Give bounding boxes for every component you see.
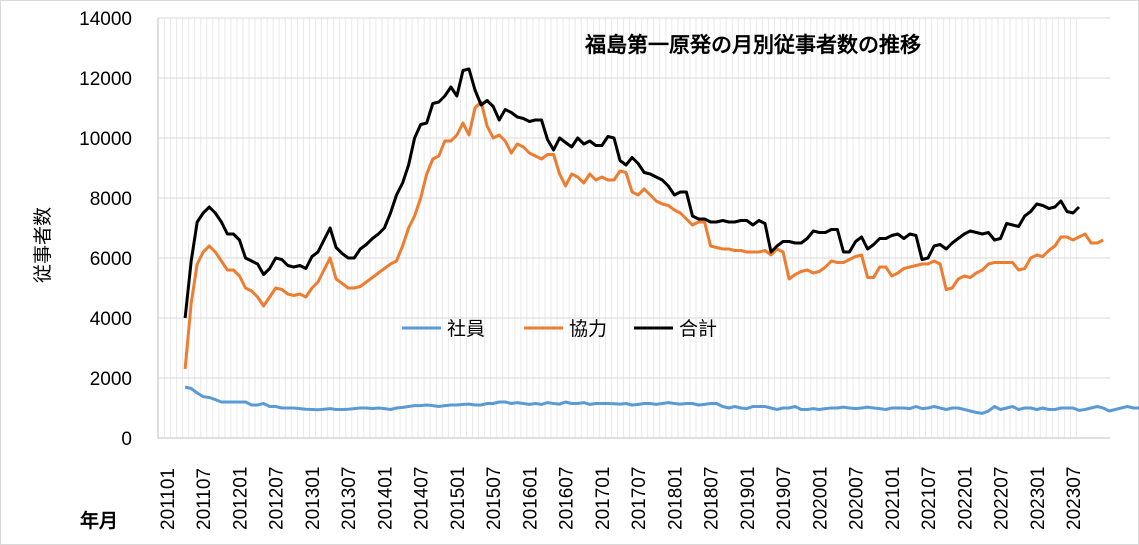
x-tick-label: 201301 xyxy=(303,467,324,530)
x-tick-label: 201607 xyxy=(557,467,578,530)
legend-label: 社員 xyxy=(447,318,485,340)
x-tick-label: 202001 xyxy=(810,467,831,530)
x-tick-label: 202307 xyxy=(1064,467,1085,530)
y-tick-label: 6000 xyxy=(90,249,132,270)
x-tick-label: 201801 xyxy=(665,467,686,530)
series-line-0 xyxy=(184,385,1139,415)
x-tick-label: 201101 xyxy=(158,468,179,530)
y-tick-label: 12000 xyxy=(79,69,132,90)
y-tick-label: 14000 xyxy=(79,9,132,30)
x-tick-label: 201701 xyxy=(593,467,614,530)
x-tick-label: 201401 xyxy=(375,467,396,530)
series-lines xyxy=(183,67,1139,415)
x-tick-label: 201207 xyxy=(267,467,288,530)
y-tick-label: 10000 xyxy=(79,129,132,150)
x-tick-labels: 201101 201107 201201 201207 201301 201307 2014… xyxy=(158,467,1085,530)
series-line-1 xyxy=(183,100,1104,370)
x-tick-label: 201907 xyxy=(774,467,795,530)
y-tick-label: 4000 xyxy=(90,309,132,330)
x-tick-label: 202207 xyxy=(992,467,1013,530)
x-tick-label: 202301 xyxy=(1028,467,1049,530)
y-axis-label: 従事者数 xyxy=(32,207,54,283)
x-tick-label: 201601 xyxy=(520,467,541,530)
legend-label: 協力 xyxy=(569,318,607,340)
y-tick-label: 8000 xyxy=(90,189,132,210)
gridlines xyxy=(157,17,1110,439)
x-tick-label: 201107 xyxy=(194,468,215,530)
x-tick-label: 201707 xyxy=(629,467,650,530)
x-tick-label: 201507 xyxy=(484,467,505,530)
x-tick-label: 202201 xyxy=(955,467,976,530)
x-tick-label: 201901 xyxy=(738,467,759,530)
x-tick-label: 202101 xyxy=(883,467,904,530)
x-tick-label: 201201 xyxy=(230,467,251,530)
y-tick-label: 0 xyxy=(121,429,132,450)
x-tick-label: 201807 xyxy=(702,467,723,530)
y-tick-label: 2000 xyxy=(90,369,132,390)
x-tick-label: 201307 xyxy=(339,467,360,530)
legend: 社員 協力 合計 xyxy=(402,318,717,340)
series-line-2 xyxy=(183,67,1081,319)
x-tick-label: 201501 xyxy=(448,467,469,530)
chart-title: 福島第一原発の月別従事者数の推移 xyxy=(584,33,921,57)
x-tick-label: 202107 xyxy=(919,467,940,530)
x-tick-label: 201407 xyxy=(412,467,433,530)
y-tick-labels: 0 2000 4000 6000 8000 10000 12000 14000 xyxy=(79,9,132,450)
x-tick-label: 202007 xyxy=(847,467,868,530)
legend-label: 合計 xyxy=(679,318,717,340)
x-axis-label: 年月 xyxy=(80,509,118,532)
